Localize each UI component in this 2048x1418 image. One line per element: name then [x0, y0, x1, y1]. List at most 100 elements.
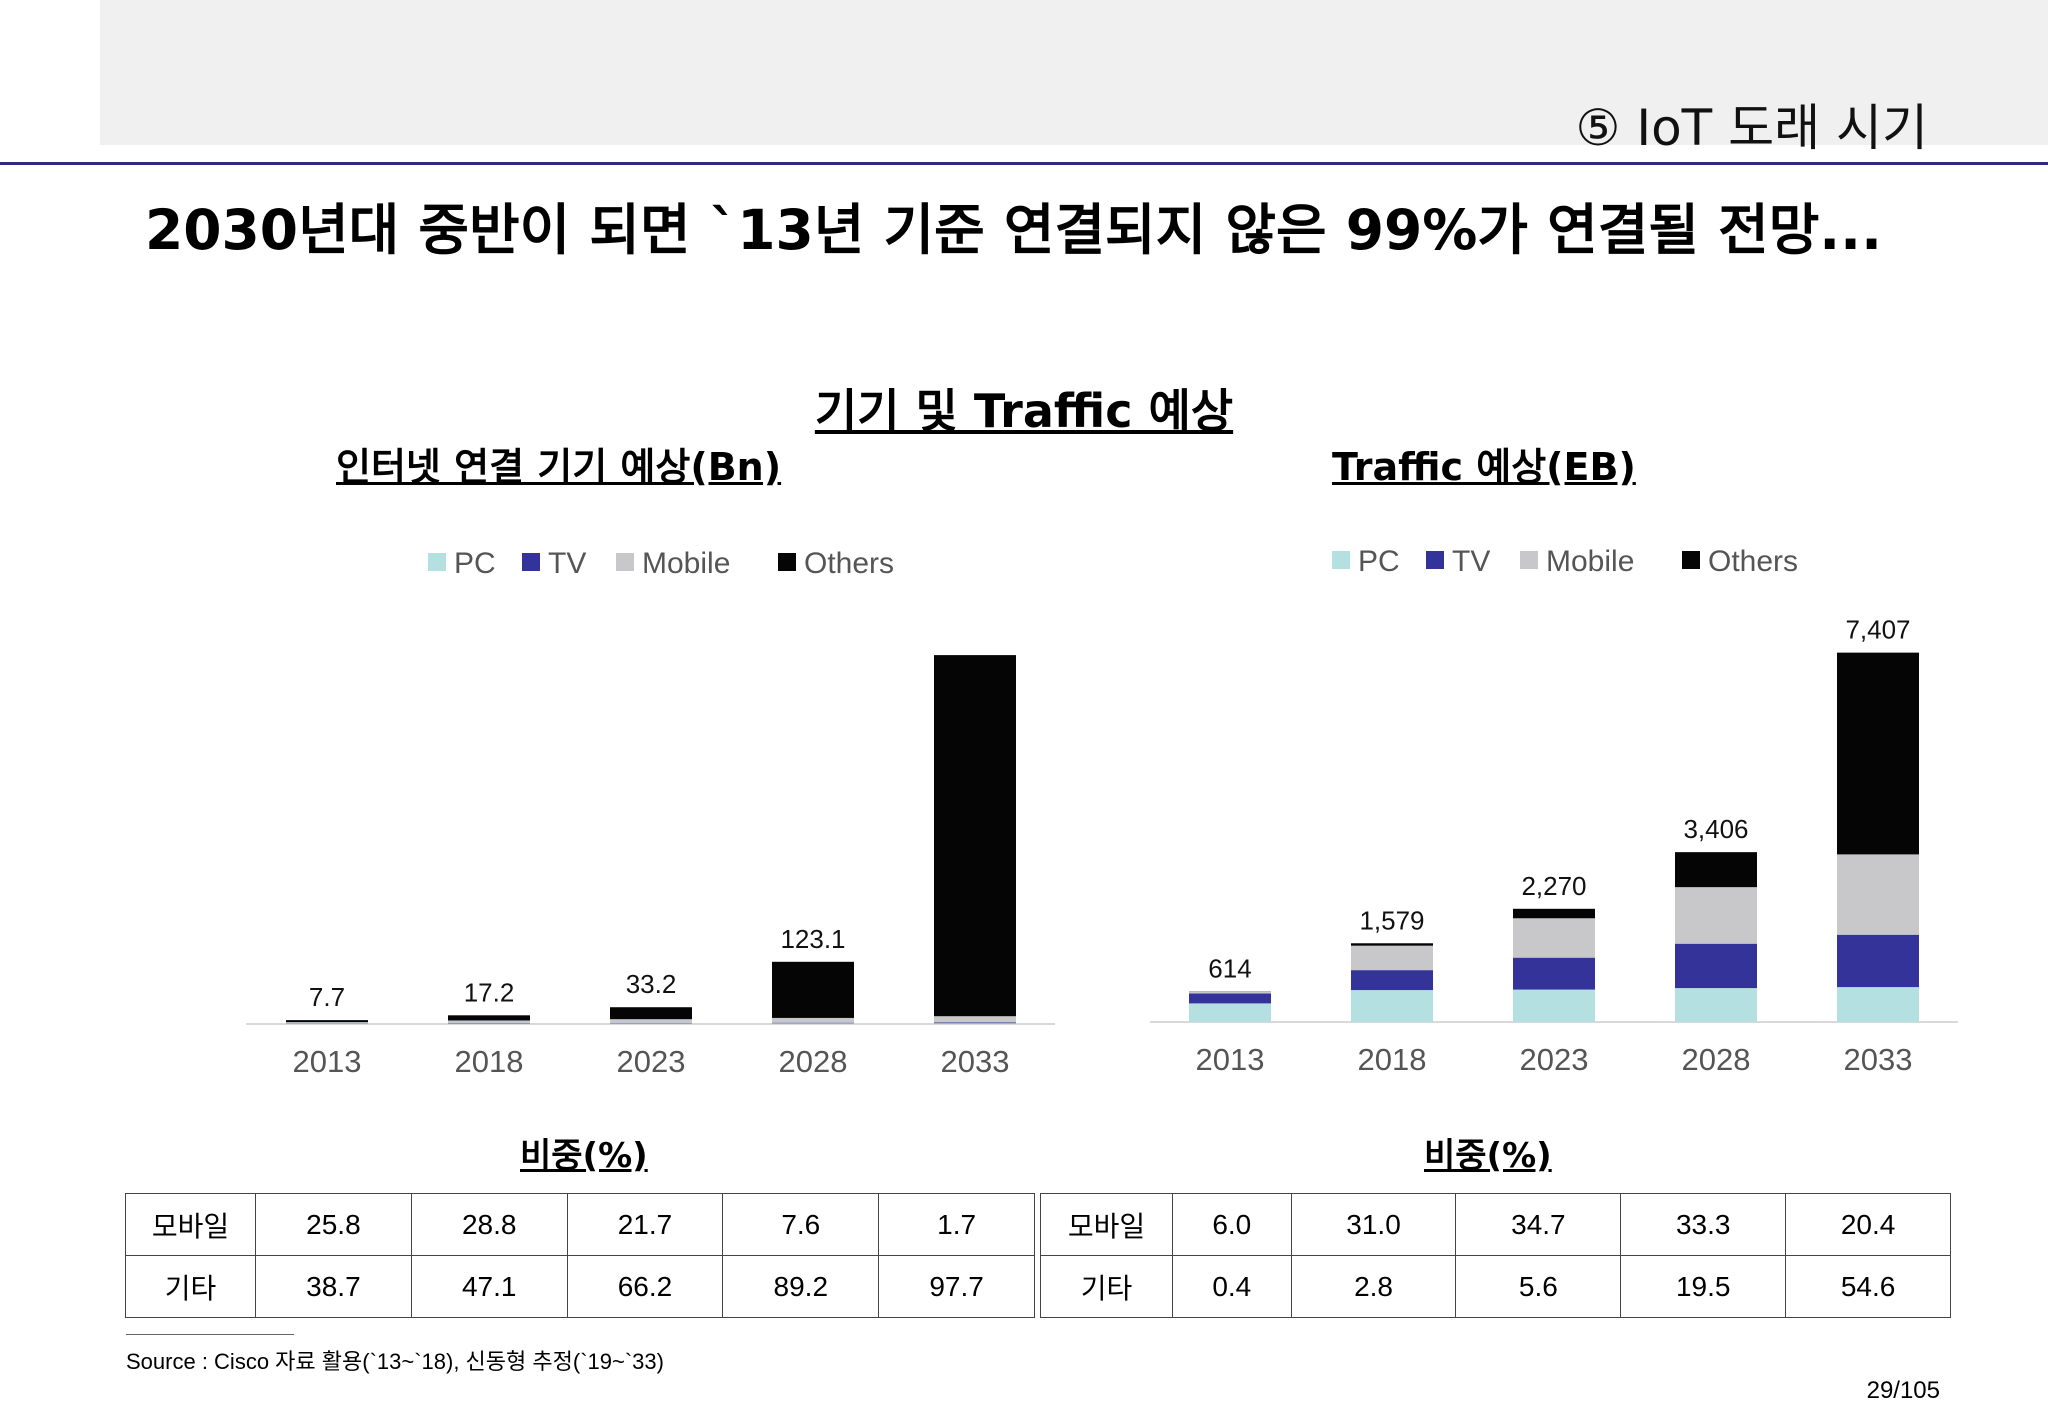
legend-label-pc: PC	[1358, 545, 1400, 578]
legend-label-mobile: Mobile	[642, 547, 730, 580]
table-cell: 20.4	[1785, 1193, 1951, 1256]
legend-swatch-others	[1682, 551, 1700, 569]
x-tick-label-2033: 2033	[941, 1044, 1010, 1079]
data-label-2028: 3,406	[1683, 814, 1748, 844]
bar-mobile-2018	[1351, 945, 1433, 971]
data-label-2018: 17.2	[464, 977, 515, 1007]
row-label: 모바일	[1040, 1193, 1173, 1256]
table-row: 모바일 6.0 31.0 34.7 33.3 20.4	[1040, 1193, 1951, 1256]
source-note: Source : Cisco 자료 활용(`13~`18), 신동형 추정(`1…	[126, 1349, 664, 1374]
legend-swatch-mobile	[1520, 551, 1538, 569]
table-cell: 34.7	[1455, 1193, 1622, 1256]
legend-label-others: Others	[804, 547, 894, 580]
bar-pc-2023	[610, 1023, 692, 1024]
bar-pc-2033	[934, 1023, 1016, 1024]
bar-tv-2013	[1189, 993, 1271, 1004]
bar-others-2018	[1351, 943, 1433, 946]
bar-mobile-2013	[1189, 991, 1271, 994]
bar-pc-2033	[1837, 987, 1919, 1022]
bar-tv-2028	[772, 1022, 854, 1024]
table-cell: 2.8	[1290, 1255, 1457, 1318]
source-rule	[126, 1334, 294, 1335]
legend-label-pc: PC	[454, 547, 496, 580]
bar-others-2023	[610, 1007, 692, 1020]
bar-mobile-2033	[1837, 854, 1919, 935]
bar-tv-2033	[934, 1022, 1016, 1024]
header-band	[100, 0, 2048, 145]
x-tick-label-2013: 2013	[293, 1044, 362, 1079]
row-label: 기타	[1040, 1255, 1173, 1318]
table-cell: 31.0	[1290, 1193, 1457, 1256]
data-label-2013: 614	[1208, 953, 1251, 983]
legend-swatch-mobile	[616, 553, 634, 571]
row-label: 모바일	[125, 1193, 256, 1256]
bar-others-2023	[1513, 908, 1595, 919]
slide-headline: 2030년대 중반이 되면 `13년 기준 연결되지 않은 99%가 연결될 전…	[145, 198, 1882, 262]
x-tick-label-2018: 2018	[455, 1044, 524, 1079]
bar-others-2033	[1837, 652, 1919, 855]
bar-pc-2013	[286, 1023, 368, 1024]
bar-mobile-2023	[610, 1019, 692, 1023]
bar-pc-2018	[448, 1023, 530, 1024]
bar-tv-2023	[1513, 957, 1595, 990]
bar-others-2013	[286, 1020, 368, 1023]
table-cell: 97.7	[878, 1255, 1035, 1318]
x-tick-label-2013: 2013	[1196, 1042, 1265, 1077]
bar-pc-2013	[1189, 1003, 1271, 1022]
bar-others-2028	[772, 961, 854, 1018]
table-row: 모바일 25.8 28.8 21.7 7.6 1.7	[125, 1193, 1035, 1256]
header-rule	[0, 162, 2048, 165]
legend-swatch-tv	[1426, 551, 1444, 569]
legend-swatch-pc	[428, 553, 446, 571]
x-tick-label-2023: 2023	[1520, 1042, 1589, 1077]
chart-title-devices: 인터넷 연결 기기 예상(Bn)	[336, 445, 782, 489]
charts-canvas: PC TV Mobile Others 7.7 2013 17.2 2018 33.2 2023 1…	[246, 545, 1958, 1079]
table-cell: 66.2	[566, 1255, 724, 1318]
x-tick-label-2023: 2023	[617, 1044, 686, 1079]
bar-others-2028	[1675, 852, 1757, 888]
bar-pc-2023	[1513, 989, 1595, 1022]
table-cell: 19.5	[1620, 1255, 1787, 1318]
legend-label-others: Others	[1708, 545, 1798, 578]
table-cell: 21.7	[566, 1193, 724, 1256]
bar-tv-2018	[1351, 970, 1433, 991]
bar-others-2033	[934, 655, 1016, 1017]
legend-swatch-tv	[522, 553, 540, 571]
bar-mobile-2028	[1675, 887, 1757, 944]
ratio-title-left: 비중(%)	[520, 1136, 648, 1176]
table-cell: 89.2	[722, 1255, 880, 1318]
table-cell: 5.6	[1455, 1255, 1622, 1318]
table-cell: 25.8	[255, 1193, 412, 1256]
legend-swatch-others	[778, 553, 796, 571]
table-row: 기타 38.7 47.1 66.2 89.2 97.7	[125, 1255, 1035, 1318]
legend-label-mobile: Mobile	[1546, 545, 1634, 578]
data-label-2023: 33.2	[626, 969, 677, 999]
bar-mobile-2013	[286, 1022, 368, 1024]
bar-tv-2028	[1675, 943, 1757, 989]
table-cell: 54.6	[1785, 1255, 1951, 1318]
data-label-2018: 1,579	[1359, 905, 1424, 935]
bar-pc-2028	[772, 1023, 854, 1024]
x-tick-label-2028: 2028	[1682, 1042, 1751, 1077]
section-label: ⑤ IoT 도래 시기	[1575, 99, 1928, 157]
page-number: 29/105	[1866, 1377, 1940, 1404]
table-cell: 1.7	[878, 1193, 1035, 1256]
bar-tv-2023	[610, 1022, 692, 1024]
table-row: 기타 0.4 2.8 5.6 19.5 54.6	[1040, 1255, 1951, 1318]
bar-mobile-2028	[772, 1017, 854, 1023]
bar-mobile-2018	[448, 1020, 530, 1023]
x-tick-label-2033: 2033	[1844, 1042, 1913, 1077]
table-cell: 33.3	[1620, 1193, 1787, 1256]
bar-pc-2018	[1351, 990, 1433, 1022]
bar-mobile-2023	[1513, 918, 1595, 958]
row-label: 기타	[125, 1255, 256, 1318]
table-cell: 28.8	[410, 1193, 568, 1256]
data-label-2013: 7.7	[309, 982, 345, 1012]
ratio-table-left: 모바일 25.8 28.8 21.7 7.6 1.7 기타 38.7 47.1 …	[125, 1193, 1035, 1318]
bar-pc-2028	[1675, 988, 1757, 1022]
data-label-2033: 7,407	[1845, 615, 1910, 645]
main-title: 기기 및 Traffic 예상	[814, 384, 1234, 438]
legend-label-tv: TV	[548, 547, 586, 580]
chart-title-traffic: Traffic 예상(EB)	[1332, 445, 1636, 489]
ratio-table-right: 모바일 6.0 31.0 34.7 33.3 20.4 기타 0.4 2.8 5…	[1040, 1193, 1951, 1318]
